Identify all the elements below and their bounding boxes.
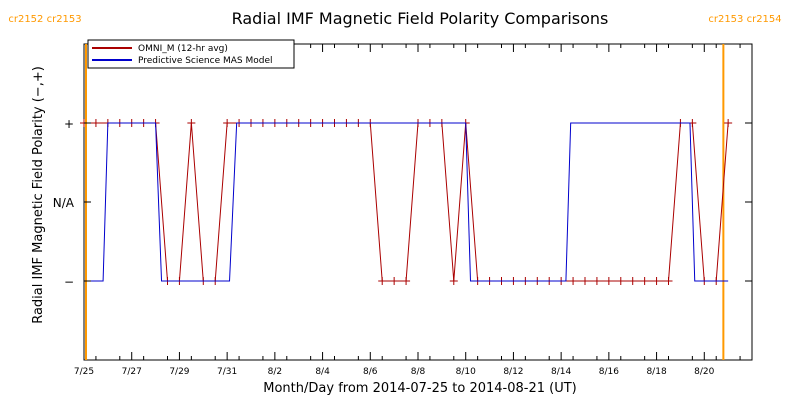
legend-box — [87, 39, 295, 69]
data-point — [91, 119, 100, 127]
x-tick-label: 8/12 — [503, 367, 523, 377]
y-tick-label: N/A — [53, 196, 75, 210]
x-tick-label: 8/2 — [268, 367, 282, 377]
data-point — [449, 277, 458, 285]
data-point — [187, 119, 196, 127]
x-tick-label: 8/4 — [315, 367, 330, 377]
data-point — [664, 277, 673, 285]
x-axis-label: Month/Day from 2014-07-25 to 2014-08-21 … — [263, 381, 576, 396]
data-point — [378, 277, 387, 285]
x-tick-label: 8/16 — [599, 367, 619, 377]
data-point — [616, 277, 625, 285]
data-point — [628, 277, 637, 285]
data-point — [652, 277, 661, 285]
data-point — [390, 277, 399, 285]
y-tick-label: − — [64, 275, 74, 289]
data-point — [223, 119, 232, 127]
x-tick-label: 8/18 — [646, 367, 666, 377]
data-point — [592, 277, 601, 285]
chart-title: Radial IMF Magnetic Field Polarity Compa… — [232, 9, 609, 28]
x-tick-label: 8/6 — [363, 367, 378, 377]
x-tick-label: 8/20 — [694, 367, 714, 377]
data-point — [581, 277, 589, 285]
data-point — [569, 277, 578, 285]
x-tick-label: 7/31 — [217, 367, 237, 377]
x-tick-label: 7/25 — [74, 367, 94, 377]
series-line-mas-model — [84, 122, 729, 282]
data-point — [640, 277, 649, 285]
carrington-marker-label: cr2153 cr2154 — [708, 14, 781, 25]
y-axis-label: Radial IMF Magnetic Field Polarity (−,+) — [31, 66, 46, 324]
x-tick-label: 8/14 — [551, 367, 571, 377]
legend-label: Predictive Science MAS Model — [138, 56, 273, 66]
x-tick-label: 7/27 — [122, 367, 142, 377]
y-tick-label: + — [64, 117, 74, 131]
data-point — [402, 277, 411, 285]
x-tick-label: 8/8 — [411, 367, 426, 377]
data-point — [724, 119, 733, 127]
data-point — [604, 277, 613, 285]
x-tick-label: 8/10 — [456, 367, 476, 377]
x-tick-label: 7/29 — [169, 367, 189, 377]
legend-label: OMNI_M (12-hr avg) — [138, 44, 228, 54]
carrington-marker-label: cr2152 cr2153 — [8, 14, 81, 25]
